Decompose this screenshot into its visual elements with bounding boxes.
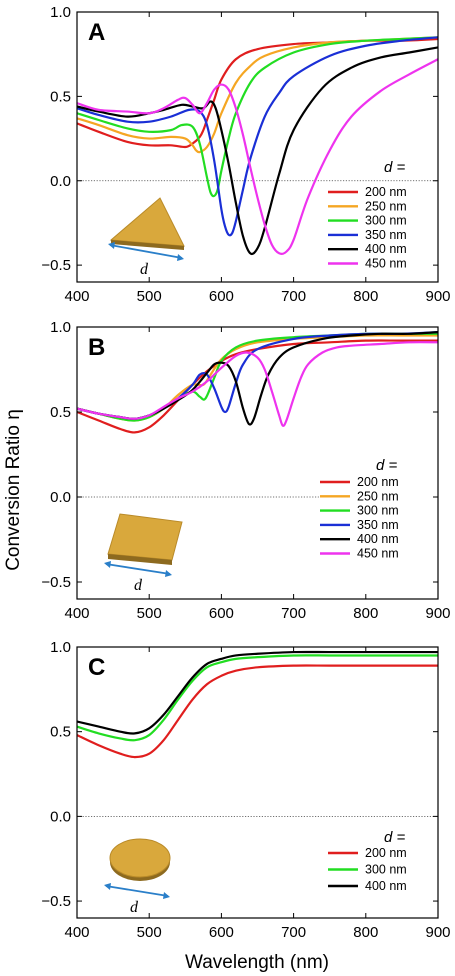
legend-entry: 200 nm [357,475,399,489]
legend-entry: 300 nm [357,504,399,518]
panel-label: C [88,654,105,681]
legend-entry: 450 nm [357,547,399,561]
triangle-prism-edge [111,240,184,250]
series-line-200-nm [77,37,438,149]
x-tick-label: 800 [353,605,378,622]
legend-title: d = [384,829,406,846]
y-axis-title: Conversion Ratio η [3,409,24,571]
x-tick-label: 800 [353,288,378,305]
legend-entry: 300 nm [365,214,407,228]
y-tick-label: 1.0 [50,4,71,21]
series-group [77,650,438,759]
dimension-arrow [109,244,183,259]
series-line-400-nm [77,331,438,426]
disk-inset [109,838,171,878]
legend-title: d = [376,457,398,474]
dimension-arrow [105,885,169,897]
legend-entry: 300 nm [365,863,407,877]
y-tick-label: 0.5 [50,724,71,741]
legend-entry: 250 nm [365,199,407,213]
legend-entry: 450 nm [365,257,407,271]
inset-dimension-label: d [130,899,139,916]
dimension-arrowhead [163,892,170,899]
y-tick-label: −0.5 [41,893,71,910]
triangle-prism-inset [109,197,185,247]
y-tick-label: 0.0 [50,489,71,506]
panel-label: A [88,19,105,46]
legend-entry: 250 nm [357,489,399,503]
x-tick-label: 900 [425,605,450,622]
panel-c: d 400 500 600 700 800 900 1.0 0.5 0.0 −0.5 Cd =200 … [41,639,450,941]
inset-dimension-label: d [134,577,143,594]
y-tick-label: 1.0 [50,319,71,336]
x-tick-label: 600 [209,288,234,305]
legend-entry: 400 nm [357,532,399,546]
x-tick-label: 700 [281,924,306,941]
y-tick-label: −0.5 [41,574,71,591]
y-tick-label: 1.0 [50,639,71,656]
plot-frame [76,326,439,600]
series-group [77,331,438,434]
series-line-300-nm [77,654,438,742]
x-tick-label: 400 [64,605,89,622]
series-line-400-nm [77,46,438,256]
series-line-300-nm [77,36,438,198]
y-tick-label: 0.0 [50,808,71,825]
x-tick-label: 700 [281,605,306,622]
x-tick-label: 500 [137,605,162,622]
panel-label: B [88,334,105,361]
x-tick-label: 800 [353,924,378,941]
x-tick-label: 500 [137,924,162,941]
dimension-arrowhead [104,883,111,890]
dimension-arrow [105,563,171,575]
inset-dimension-label: d [140,261,149,278]
x-tick-label: 700 [281,288,306,305]
dimension-arrowhead [108,242,115,249]
legend-entry: 400 nm [365,879,407,893]
legend-entry: 200 nm [365,185,407,199]
square-plate-inset [107,513,183,561]
series-line-450-nm [77,341,438,427]
x-tick-label: 400 [64,288,89,305]
x-tick-label: 500 [137,288,162,305]
dimension-arrowhead [165,570,172,577]
square-plate-edge [108,554,172,565]
x-tick-label: 600 [209,924,234,941]
plot-frame [76,646,439,919]
series-line-200-nm [77,664,438,759]
y-tick-label: 0.5 [50,404,71,421]
legend-title: d = [384,159,406,176]
x-tick-label: 600 [209,605,234,622]
x-axis-title: Wavelength (nm) [185,952,329,973]
x-tick-label: 900 [425,288,450,305]
x-tick-label: 400 [64,924,89,941]
plot-frame [76,11,439,283]
y-tick-label: −0.5 [41,257,71,274]
series-line-400-nm [77,650,438,735]
legend-entry: 200 nm [365,846,407,860]
series-line-450-nm [77,58,438,255]
series-group [77,36,438,256]
y-tick-label: 0.5 [50,88,71,105]
y-tick-label: 0.0 [50,173,71,190]
panel-a: d 400 500 600 700 800 900 1.0 0.5 0.0 −0.5 Ad = 200 … [41,4,450,305]
dimension-arrowhead [177,254,184,261]
series-line-350-nm [77,36,438,237]
panel-b: d 400 500 600 700 800 900 1.0 0.5 0.0 −0.5 Bd =200 … [41,319,450,622]
dimension-arrowhead [104,561,111,568]
legend-entry: 350 nm [365,228,407,242]
legend-entry: 350 nm [357,518,399,532]
legend-entry: 400 nm [365,242,407,256]
x-tick-label: 900 [425,924,450,941]
